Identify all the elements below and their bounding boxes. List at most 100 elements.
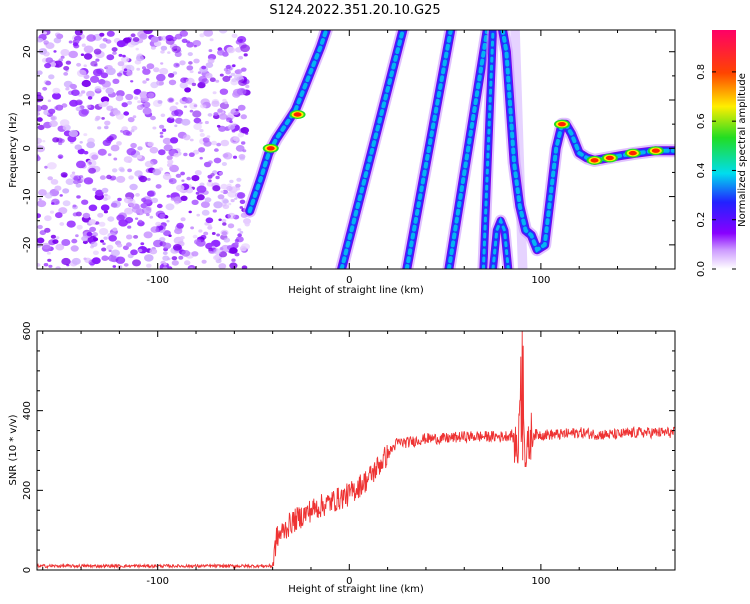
- noise-blob: [172, 244, 182, 251]
- noise-blob: [234, 197, 238, 200]
- noise-blob: [189, 70, 194, 74]
- noise-blob: [229, 179, 234, 184]
- noise-blob: [59, 194, 63, 197]
- noise-blob: [133, 88, 142, 95]
- noise-blob: [152, 168, 161, 175]
- noise-blob: [204, 120, 209, 125]
- noise-blob: [229, 247, 238, 254]
- noise-blob: [212, 209, 217, 213]
- noise-blob: [137, 146, 143, 151]
- noise-blob: [142, 107, 152, 115]
- noise-blob: [116, 175, 126, 183]
- noise-blob: [117, 61, 125, 67]
- noise-blob: [193, 117, 202, 124]
- noise-blob: [175, 184, 185, 192]
- noise-blob: [234, 239, 239, 243]
- noise-blob: [206, 135, 211, 139]
- noise-blob: [101, 247, 107, 252]
- x-tick-label: 0: [346, 275, 352, 286]
- noise-blob: [220, 190, 224, 193]
- noise-blob: [58, 156, 63, 159]
- noise-blob: [167, 159, 174, 165]
- noise-blob: [156, 203, 163, 209]
- noise-blob: [126, 234, 133, 240]
- noise-blob: [183, 134, 191, 141]
- noise-blob: [180, 195, 188, 201]
- y-tick-label: 400: [22, 401, 33, 420]
- noise-blob: [104, 120, 111, 126]
- noise-blob: [52, 239, 59, 245]
- x-tick-label: 0: [346, 576, 352, 587]
- noise-blob: [241, 67, 247, 72]
- noise-blob: [88, 219, 97, 225]
- noise-blob: [71, 238, 78, 244]
- noise-blob: [45, 80, 52, 86]
- noise-blob: [136, 104, 144, 110]
- noise-blob: [207, 174, 213, 179]
- noise-blob: [37, 124, 45, 131]
- noise-blob: [112, 51, 117, 55]
- noise-blob: [149, 215, 154, 219]
- noise-blob: [199, 33, 205, 38]
- noise-blob: [218, 125, 227, 132]
- noise-blob: [162, 266, 168, 269]
- noise-blob: [107, 136, 114, 142]
- noise-blob: [122, 54, 126, 58]
- noise-blob: [121, 102, 128, 108]
- noise-blob: [162, 255, 170, 261]
- noise-blob: [174, 51, 182, 57]
- noise-blob: [102, 139, 112, 146]
- noise-blob: [135, 47, 139, 51]
- noise-blob: [143, 231, 153, 239]
- noise-blob: [103, 236, 108, 240]
- track-low: [487, 214, 515, 269]
- noise-blob: [171, 110, 179, 117]
- noise-blob: [142, 68, 151, 75]
- noise-blob: [203, 140, 212, 147]
- noise-blob: [230, 72, 236, 77]
- noise-blob: [117, 197, 122, 202]
- noise-blob: [218, 30, 228, 34]
- noise-blob: [61, 239, 71, 246]
- noise-blob: [200, 201, 210, 209]
- noise-blob: [81, 79, 92, 88]
- noise-blob: [136, 154, 143, 159]
- noise-blob: [105, 87, 114, 95]
- noise-blob: [188, 61, 193, 65]
- noise-blob: [166, 117, 175, 124]
- noise-blob: [122, 129, 131, 136]
- noise-blob: [219, 247, 224, 251]
- noise-blob: [171, 260, 179, 266]
- noise-blob: [45, 57, 54, 64]
- noise-blob: [112, 78, 120, 85]
- noise-blob: [110, 202, 118, 208]
- noise-blob: [184, 260, 191, 266]
- noise-blob: [138, 175, 148, 183]
- noise-blob: [37, 117, 43, 122]
- track-curve: [243, 30, 333, 218]
- cb-tick-label: 0.0: [696, 261, 707, 277]
- noise-blob: [199, 129, 204, 133]
- noise-blob: [180, 236, 185, 240]
- noise-blob: [193, 123, 202, 130]
- noise-blobs: [37, 30, 251, 269]
- noise-blob: [83, 53, 93, 60]
- noise-blob: [218, 171, 223, 175]
- cb-tick-label: 0.2: [696, 212, 707, 228]
- noise-blob: [144, 254, 154, 262]
- noise-blob: [225, 70, 231, 75]
- noise-blob: [211, 245, 216, 249]
- snr-panel: -100 0 100 0 200 400 600 Height of straight li…: [8, 321, 676, 595]
- noise-blob: [58, 207, 68, 215]
- noise-blob: [189, 138, 194, 142]
- noise-blob: [53, 50, 57, 53]
- noise-blob: [101, 187, 109, 193]
- noise-blob: [149, 248, 158, 255]
- noise-blob: [122, 245, 129, 251]
- peak-red: [266, 146, 275, 151]
- noise-blob: [143, 30, 153, 35]
- noise-blob: [153, 67, 160, 73]
- noise-blob: [194, 170, 202, 176]
- noise-blob: [52, 92, 61, 100]
- snr-axes: -100 0 100 0 200 400 600: [22, 321, 675, 587]
